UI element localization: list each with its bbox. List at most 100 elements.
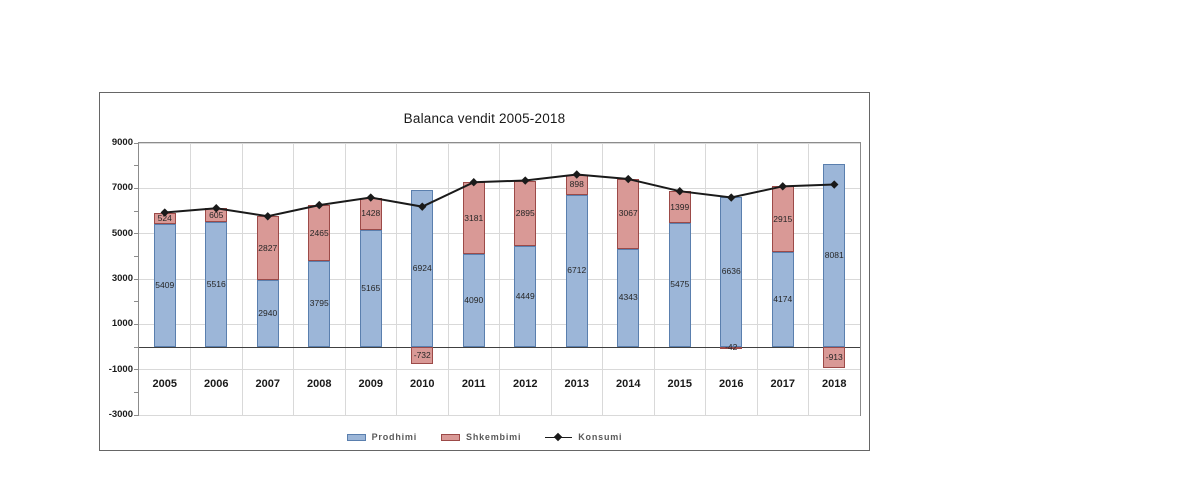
y-axis-tick — [134, 142, 139, 144]
bar-label-shkembimi-2005: 524 — [157, 212, 172, 223]
y-axis-label: 5000 — [111, 227, 133, 239]
y-axis-tick — [134, 301, 139, 303]
konsumi-line — [160, 170, 839, 221]
legend-swatch-shkembimi-icon — [441, 433, 461, 441]
legend-item-prodhimi: Prodhimi — [346, 432, 418, 442]
konsumi-marker-2016 — [727, 193, 736, 202]
y-axis-label: 7000 — [111, 182, 133, 194]
bar-segment-prodhimi-2015 — [668, 222, 691, 347]
x-axis-label-2005: 2005 — [152, 378, 177, 390]
x-gridline — [808, 143, 809, 415]
konsumi-marker-2011 — [469, 177, 478, 187]
x-axis-label-2008: 2008 — [307, 378, 332, 390]
konsumi-marker-2015 — [675, 186, 684, 196]
bar-label-shkembimi-2014: 3067 — [618, 208, 638, 219]
konsumi-marker-2008 — [315, 200, 324, 210]
legend-item-konsumi: Konsumi — [545, 432, 622, 442]
legend-label-prodhimi: Prodhimi — [371, 432, 418, 442]
bar-label-prodhimi-2010: 6924 — [412, 263, 432, 274]
x-axis-label-2009: 2009 — [358, 378, 383, 390]
bar-label-prodhimi-2009: 5165 — [361, 282, 381, 293]
bar-label-shkembimi-2016: -42 — [725, 341, 738, 352]
x-axis-label-2017: 2017 — [770, 378, 795, 390]
chart-frame: Balanca vendit 2005-2018 9000 7000 5000 300… — [99, 92, 870, 451]
bar-label-shkembimi-2011: 3181 — [464, 212, 484, 223]
x-gridline — [705, 143, 706, 415]
x-gridline — [756, 143, 758, 415]
bar-segment-prodhimi-2006 — [205, 221, 228, 347]
y-axis-tick — [134, 369, 139, 371]
bar-label-shkembimi-2018: -913 — [825, 351, 843, 362]
x-gridline — [653, 143, 655, 415]
x-axis-label-2013: 2013 — [564, 378, 589, 390]
konsumi-marker-2014 — [624, 174, 633, 184]
chart-title: Balanca vendit 2005-2018 — [403, 111, 566, 126]
zero-axis-line — [139, 346, 860, 348]
y-axis-label: -1000 — [108, 363, 133, 375]
x-gridline — [602, 143, 603, 415]
bar-label-shkembimi-2010: -732 — [413, 349, 431, 360]
bar-label-prodhimi-2012: 4449 — [515, 291, 535, 302]
x-axis-label-2012: 2012 — [513, 378, 538, 390]
bar-segment-prodhimi-2011 — [462, 254, 485, 347]
konsumi-marker-2018 — [830, 180, 839, 189]
bar-label-prodhimi-2016: 6636 — [721, 266, 741, 277]
bar-label-shkembimi-2013: 898 — [569, 179, 584, 190]
x-axis-label-2018: 2018 — [822, 378, 847, 390]
bar-segment-prodhimi-2018 — [823, 163, 846, 347]
bar-label-prodhimi-2014: 4343 — [618, 292, 638, 303]
legend-item-shkembimi: Shkembimi — [441, 432, 521, 442]
legend-label-shkembimi: Shkembimi — [466, 432, 522, 442]
legend-label-konsumi: Konsumi — [578, 432, 623, 442]
bar-segment-shkembimi-2016 — [720, 347, 743, 349]
bar-label-shkembimi-2007: 2827 — [258, 242, 278, 253]
x-gridline — [190, 143, 191, 415]
bar-label-prodhimi-2018: 8081 — [824, 249, 844, 260]
bar-segment-prodhimi-2005 — [153, 224, 176, 347]
bar-label-shkembimi-2012: 2895 — [515, 207, 535, 218]
x-axis-label-2010: 2010 — [410, 378, 435, 390]
bar-label-prodhimi-2005: 5409 — [155, 280, 175, 291]
x-axis-label-2011: 2011 — [461, 378, 486, 390]
x-axis-label-2007: 2007 — [255, 378, 280, 390]
y-axis-tick — [134, 255, 139, 257]
bar-label-prodhimi-2006: 5516 — [206, 278, 226, 289]
bar-label-shkembimi-2015: 1399 — [670, 201, 690, 212]
konsumi-marker-2006 — [212, 204, 221, 213]
x-axis-label-2016: 2016 — [719, 378, 744, 390]
x-gridline — [293, 143, 294, 415]
legend-swatch-prodhimi-icon — [346, 433, 366, 441]
bar-segment-shkembimi-2018 — [823, 347, 846, 368]
legend-line-diamond-icon — [545, 432, 573, 442]
bar-label-prodhimi-2013: 6712 — [567, 265, 587, 276]
konsumi-marker-2010 — [418, 202, 427, 211]
y-axis-tick — [134, 187, 139, 189]
konsumi-marker-2017 — [778, 182, 787, 191]
y-gridline — [139, 414, 860, 416]
bar-label-prodhimi-2008: 3795 — [309, 298, 329, 309]
x-axis-label-2015: 2015 — [667, 378, 692, 390]
bar-label-shkembimi-2009: 1428 — [361, 208, 381, 219]
bar-segment-prodhimi-2017 — [771, 252, 794, 347]
bar-segment-prodhimi-2010 — [411, 190, 434, 347]
bar-label-shkembimi-2017: 2915 — [773, 213, 793, 224]
bar-label-prodhimi-2017: 4174 — [773, 294, 793, 305]
x-gridline — [499, 143, 500, 415]
bar-segment-prodhimi-2008 — [308, 260, 331, 347]
x-axis-label-2006: 2006 — [204, 378, 229, 390]
konsumi-marker-2005 — [160, 208, 169, 217]
y-axis-tick — [134, 323, 139, 325]
konsumi-marker-2009 — [366, 193, 375, 202]
bar-segment-prodhimi-2012 — [514, 246, 537, 347]
x-gridline — [447, 143, 449, 415]
konsumi-marker-2012 — [521, 176, 530, 185]
y-axis-label: -3000 — [108, 409, 133, 420]
bar-label-prodhimi-2007: 2940 — [258, 308, 278, 319]
x-axis-label-2014: 2014 — [616, 378, 641, 390]
x-gridline — [241, 143, 243, 415]
plot-area: 9000 7000 5000 3000 1000 -1000 -3000 5409 524 200… — [109, 137, 861, 420]
bar-segment-prodhimi-2014 — [617, 248, 640, 347]
y-axis-tick — [134, 165, 139, 167]
y-axis-tick — [134, 346, 139, 348]
y-axis-tick — [134, 391, 139, 393]
